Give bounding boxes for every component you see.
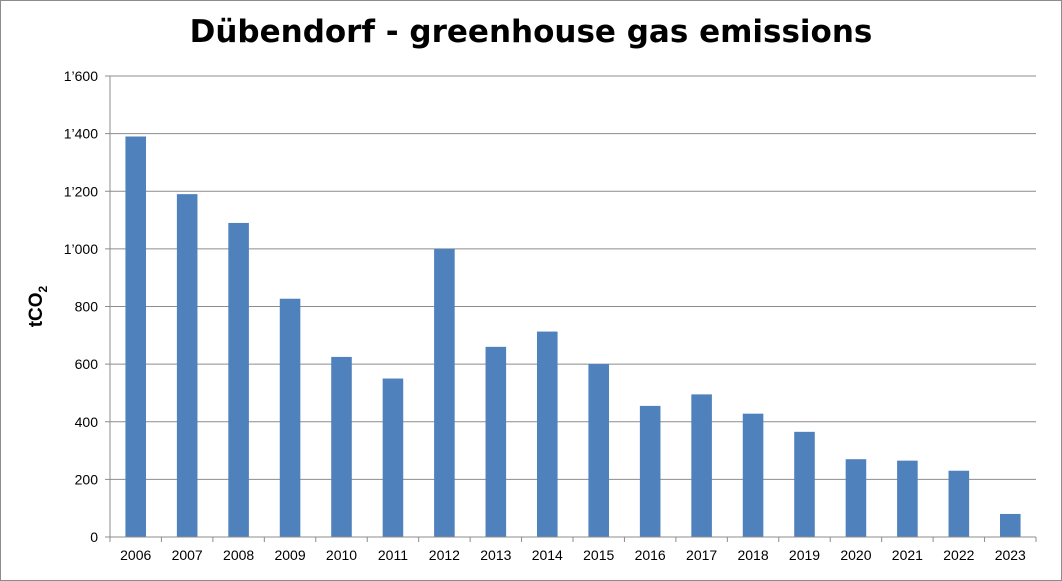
bar-2011 [382,378,404,537]
x-tick-label: 2019 [789,547,820,563]
bar-2012 [434,248,455,537]
bars [125,136,1021,537]
x-tick-label: 2021 [892,547,923,563]
bar-2021 [897,460,918,537]
x-tick-label: 2016 [635,547,666,563]
y-tick-label: 1’000 [64,241,98,257]
x-tick-label: 2022 [943,547,974,563]
y-tick-label: 1’400 [64,126,98,142]
bar-2017 [691,394,712,537]
bar-2008 [228,222,249,537]
bar-2022 [948,470,970,537]
x-tick-label: 2023 [995,547,1026,563]
bar-2009 [279,298,301,537]
y-axis-label: tCO2 [26,285,50,327]
x-tick-label: 2014 [532,547,563,563]
chart-title: Dübendorf - greenhouse gas emissions [189,14,873,50]
x-tick-label: 2006 [120,547,151,563]
x-tick-label: 2012 [429,547,460,563]
y-tick-label: 0 [90,529,98,545]
x-tick-label: 2015 [583,547,614,563]
x-tick-labels: 2006 2007 2008 2009 2010 2011 2012 2013 2014 2015… [120,547,1026,563]
y-tick-label: 200 [75,471,99,487]
x-tick-label: 2007 [172,547,203,563]
bar-2007 [176,194,198,537]
bar-2006 [125,136,147,537]
bar-2019 [794,431,815,537]
y-tick-label: 1’600 [64,68,98,84]
x-tick-label: 2010 [326,547,357,563]
bar-2010 [331,356,352,537]
bar-2020 [845,459,867,537]
y-axis-label-subscript: 2 [36,285,50,292]
x-tick-label: 2020 [840,547,871,563]
bar-2015 [588,364,610,537]
bar-2014 [536,331,558,537]
bar-2016 [639,405,661,537]
y-tick-label: 800 [75,299,99,315]
y-tick-label: 600 [75,356,99,372]
x-tick-label: 2018 [737,547,768,563]
bar-2023 [999,513,1021,537]
y-tick-label: 400 [75,414,99,430]
x-tick-label: 2013 [480,547,511,563]
bar-2018 [742,413,764,537]
y-tick-label: 1’200 [64,183,98,199]
bar-2013 [485,346,507,537]
x-tick-label: 2009 [274,547,305,563]
grid-lines [105,75,1037,542]
y-axis-label-main: tCO [26,292,47,327]
axes [109,76,1036,538]
x-tick-label: 2017 [686,547,717,563]
x-tick-label: 2008 [223,547,254,563]
y-tick-labels: 0 200 400 600 800 1’000 1’200 1’400 1’600 [64,68,98,545]
x-tick-label: 2011 [378,547,408,563]
